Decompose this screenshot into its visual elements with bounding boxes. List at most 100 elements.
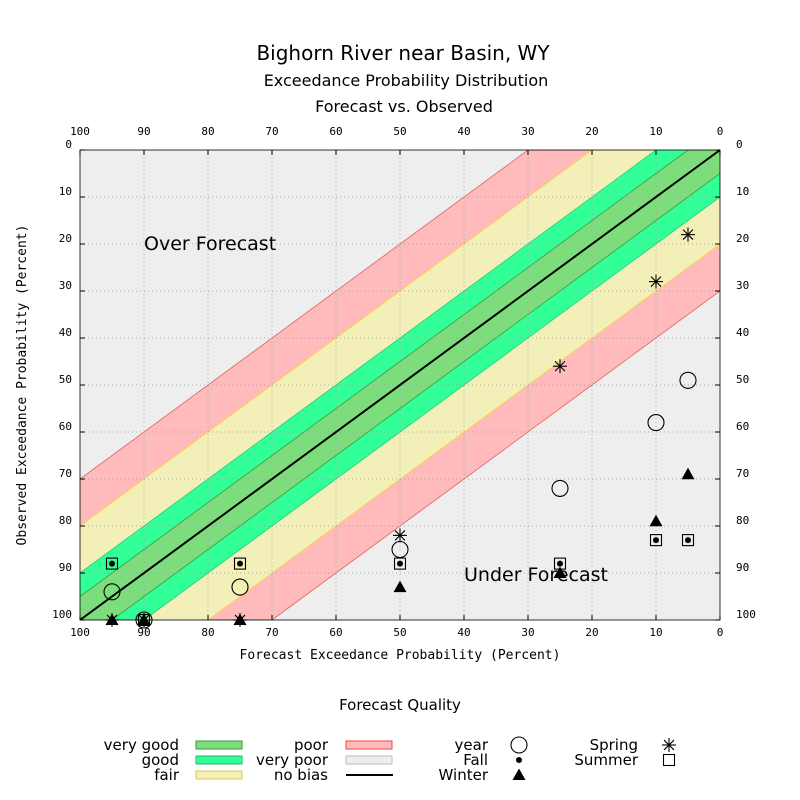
y-tick-label: 100	[52, 608, 72, 621]
legend-marker-fall	[516, 757, 522, 763]
winter-point	[649, 514, 663, 527]
legend-label-fall: Fall	[463, 751, 488, 769]
legend-label-fair: fair	[154, 766, 180, 784]
x-tick-label-top: 70	[265, 125, 278, 138]
y-tick-label-right: 90	[736, 561, 749, 574]
winter-point	[553, 566, 567, 578]
year-point	[551, 479, 569, 497]
legend-marker-year	[510, 736, 528, 754]
y-tick-label: 30	[59, 279, 72, 292]
data-points	[103, 227, 697, 629]
y-tick-label: 80	[59, 514, 72, 527]
legend-swatch-very-poor	[345, 755, 393, 765]
winter-point	[681, 467, 695, 480]
y-tick-label-right: 60	[736, 420, 749, 433]
x-tick-label-top: 0	[717, 125, 724, 138]
summer-point	[553, 557, 567, 570]
x-tick-label: 90	[137, 626, 150, 639]
winter-point	[393, 580, 407, 593]
fall-point	[685, 537, 691, 544]
chart-subtitle-1: Exceedance Probability Distribution	[264, 71, 549, 90]
y-tick-label-right: 80	[736, 514, 749, 527]
fall-point	[397, 560, 403, 567]
x-tick-label-top: 50	[393, 125, 406, 138]
year-point	[679, 371, 697, 389]
fall-point	[237, 560, 243, 567]
legend-label-very-good: very good	[104, 736, 179, 754]
legend-swatch-good	[195, 755, 243, 765]
x-tick-label: 80	[201, 626, 214, 639]
summer-point	[105, 557, 119, 570]
spring-point	[649, 274, 663, 289]
spring-point-stroke	[106, 614, 118, 626]
legend-label-spring: Spring	[590, 736, 638, 754]
y-tick-label: 0	[65, 138, 72, 151]
legend-label-very-poor: very poor	[256, 751, 329, 769]
x-tick-label-top: 20	[585, 125, 598, 138]
summer-point	[681, 534, 695, 547]
year-point	[231, 578, 249, 596]
under-forecast-label: Under Forecast	[464, 564, 608, 586]
summer-point	[649, 534, 663, 547]
legend-label-year: year	[455, 736, 489, 754]
y-axis-label: Observed Exceedance Probability (Percent…	[15, 225, 30, 546]
year-point	[647, 414, 665, 432]
x-tick-label: 0	[717, 626, 724, 639]
y-tick-label: 90	[59, 561, 72, 574]
spring-point-stroke	[554, 360, 566, 372]
spring-point-stroke	[682, 229, 694, 240]
no-bias-line	[79, 149, 721, 621]
legend-marker-summer	[662, 753, 676, 767]
y-tick-label-right: 0	[736, 138, 743, 151]
series-summer	[105, 534, 695, 627]
x-tick-label: 50	[393, 626, 406, 639]
x-tick-label-top: 100	[70, 125, 90, 138]
series-spring	[105, 227, 695, 627]
summer-point	[137, 613, 151, 627]
x-tick-label-top: 30	[521, 125, 534, 138]
chart-subtitle-2: Forecast vs. Observed	[315, 97, 493, 116]
fall-point	[109, 560, 115, 567]
axis-ticks: 1001009090808070706060505040403030202010…	[52, 125, 756, 639]
x-tick-label-top: 80	[201, 125, 214, 138]
spring-point-stroke	[394, 530, 406, 541]
plot-area	[79, 149, 721, 629]
y-tick-label-right: 30	[736, 279, 749, 292]
legend-marker-spring-stroke	[663, 739, 675, 751]
x-tick-label: 60	[329, 626, 342, 639]
legend-label-winter: Winter	[439, 766, 489, 784]
spring-point-stroke	[650, 276, 662, 287]
y-tick-label-right: 70	[736, 467, 749, 480]
legend-label-summer: Summer	[574, 751, 638, 769]
summer-point	[393, 557, 407, 570]
spring-point	[233, 613, 247, 627]
spring-point	[393, 528, 407, 543]
series-year	[103, 371, 697, 629]
y-tick-label-right: 50	[736, 373, 749, 386]
x-tick-label: 70	[265, 626, 278, 639]
legend-swatch-fair	[195, 770, 243, 780]
spring-point	[553, 359, 567, 374]
legend-title: Forecast Quality	[339, 696, 461, 714]
x-tick-label: 20	[585, 626, 598, 639]
over-forecast-label: Over Forecast	[144, 233, 276, 255]
x-tick-label: 30	[521, 626, 534, 639]
legend-swatch-very-good	[195, 740, 243, 750]
x-tick-label-top: 40	[457, 125, 470, 138]
x-tick-label-top: 10	[649, 125, 662, 138]
y-tick-label-right: 10	[736, 185, 749, 198]
x-tick-label: 10	[649, 626, 662, 639]
y-tick-label: 60	[59, 420, 72, 433]
legend-marker-spring	[662, 738, 676, 752]
fall-point	[653, 537, 659, 544]
y-tick-label: 10	[59, 185, 72, 198]
y-tick-label-right: 40	[736, 326, 749, 339]
x-axis-label: Forecast Exceedance Probability (Percent…	[240, 648, 561, 663]
chart-title: Bighorn River near Basin, WY	[256, 41, 550, 65]
fall-point	[557, 560, 563, 567]
y-tick-label: 70	[59, 467, 72, 480]
x-tick-label: 100	[70, 626, 90, 639]
legend-label-no-bias: no bias	[274, 766, 328, 784]
